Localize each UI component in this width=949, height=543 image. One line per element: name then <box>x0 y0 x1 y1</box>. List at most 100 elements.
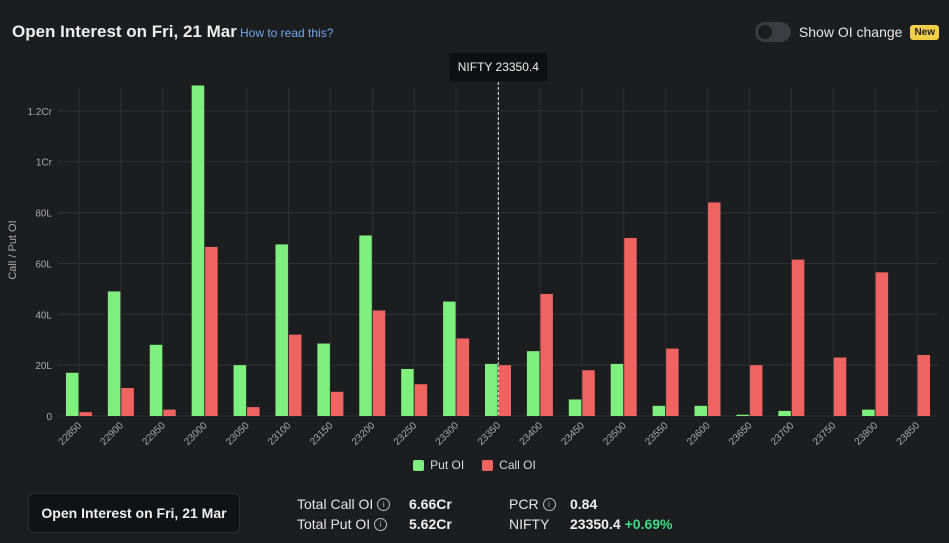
x-tick-label: 23200 <box>350 420 378 448</box>
show-oi-change-toggle[interactable] <box>754 22 791 42</box>
toggle-knob <box>757 25 772 39</box>
put-oi-bar <box>401 368 414 416</box>
show-oi-change-label: Show OI change <box>798 24 903 40</box>
page-title: Open Interest on Fri, 21 Mar <box>12 22 237 41</box>
x-tick-label: 23600 <box>685 420 713 448</box>
pcr-row: PCR i 0.84 <box>509 494 672 514</box>
put-oi-bar <box>862 409 875 416</box>
x-tick-label: 23850 <box>895 420 923 448</box>
nifty-value: 23350.4 <box>570 516 621 532</box>
x-tick-label: 23550 <box>643 420 671 448</box>
x-tick-label: 23000 <box>182 420 210 448</box>
nifty-marker-tooltip <box>449 53 548 81</box>
call-oi-bar <box>330 391 344 416</box>
put-oi-bar <box>191 85 205 416</box>
total-call-row: Total Call OI i 6.66Cr <box>297 494 452 514</box>
call-oi-bar <box>666 348 679 416</box>
call-oi-bar <box>875 272 889 416</box>
put-oi-bar <box>149 344 163 416</box>
oi-bar-chart: 0 20L 40L 60L 80L 1Cr 1.2Cr Call / Put OI 22850 2… <box>7 53 938 448</box>
x-tick-label: 23450 <box>559 420 587 448</box>
oi-totals: Total Call OI i 6.66Cr Total Put OI i 5.… <box>297 494 452 534</box>
y-tick-label: 0 <box>46 412 52 423</box>
pcr-nifty-stats: PCR i 0.84 NIFTY 23350.4 +0.69% <box>509 494 672 534</box>
x-tick-label: 23400 <box>518 420 546 448</box>
call-oi-bar <box>708 202 721 416</box>
put-oi-bar <box>359 235 372 416</box>
expiry-date-button[interactable]: Open Interest on Fri, 21 Mar <box>28 493 240 533</box>
y-tick-label: 80L <box>35 209 52 220</box>
pcr-label: PCR <box>509 496 539 512</box>
call-oi-bar <box>917 354 931 416</box>
x-tick-label: 23350 <box>476 420 504 448</box>
y-axis-label: Call / Put OI <box>7 220 19 279</box>
put-oi-bar <box>107 291 121 416</box>
y-tick-label: 1Cr <box>36 158 53 169</box>
call-oi-bar <box>624 238 637 416</box>
call-oi-bar <box>540 293 553 416</box>
put-oi-bar <box>443 301 456 416</box>
info-icon[interactable]: i <box>374 517 388 531</box>
legend-label-call: Call OI <box>499 458 536 472</box>
put-oi-bar <box>65 372 79 416</box>
call-oi-bar <box>121 388 134 416</box>
total-put-value: 5.62Cr <box>409 516 452 532</box>
put-oi-bar <box>526 351 540 416</box>
call-oi-bar <box>288 334 302 416</box>
put-oi-bar <box>275 244 288 416</box>
x-tick-label: 23300 <box>434 420 462 448</box>
show-oi-change-control: Show OI change New <box>754 22 939 42</box>
call-oi-bar <box>372 310 386 416</box>
put-oi-bar <box>778 410 791 416</box>
call-oi-bar <box>456 338 470 416</box>
call-oi-bar <box>749 365 763 416</box>
put-oi-swatch <box>413 459 425 471</box>
put-oi-bar <box>652 405 666 416</box>
total-call-label: Total Call OI <box>297 496 374 512</box>
nifty-label: NIFTY <box>509 516 550 532</box>
y-tick-label: 1.2Cr <box>28 107 53 118</box>
put-oi-bar <box>736 414 749 416</box>
call-oi-bar <box>498 365 511 416</box>
put-oi-bar <box>317 343 330 416</box>
how-to-read-link[interactable]: How to read this? <box>240 26 334 40</box>
x-tick-label: 23650 <box>727 420 755 448</box>
call-oi-bar <box>833 357 847 416</box>
x-tick-label: 23500 <box>601 420 629 448</box>
y-tick-label: 60L <box>35 259 52 270</box>
call-oi-bar <box>79 412 92 416</box>
call-oi-swatch <box>482 459 494 471</box>
put-oi-bar <box>568 399 582 416</box>
x-tick-label: 23750 <box>811 420 839 448</box>
put-oi-bar <box>485 363 498 416</box>
call-oi-bar <box>582 370 595 416</box>
nifty-change: +0.69% <box>624 516 673 532</box>
legend-label-put: Put OI <box>430 458 465 472</box>
put-oi-bar <box>610 363 624 416</box>
call-oi-bar <box>791 259 805 416</box>
x-tick-label: 23800 <box>853 420 881 448</box>
x-tick-label: 22900 <box>99 420 127 448</box>
new-badge: New <box>910 24 939 40</box>
call-oi-bar <box>414 384 428 416</box>
put-oi-bar <box>233 365 247 416</box>
y-tick-label: 40L <box>35 310 52 321</box>
legend-item-call[interactable]: Call OI <box>482 458 536 472</box>
x-tick-label: 22850 <box>57 420 85 448</box>
call-oi-bar <box>205 246 218 416</box>
x-tick-label: 23700 <box>769 420 797 448</box>
info-icon[interactable]: i <box>542 497 556 511</box>
info-icon[interactable]: i <box>377 497 391 511</box>
total-put-row: Total Put OI i 5.62Cr <box>297 514 452 534</box>
x-tick-label: 23050 <box>224 420 252 448</box>
x-tick-label: 23150 <box>308 420 336 448</box>
y-tick-label: 20L <box>35 361 52 372</box>
total-put-label: Total Put OI <box>297 516 371 532</box>
x-tick-label: 23100 <box>266 420 294 448</box>
chart-legend: Put OI Call OI <box>0 458 949 472</box>
legend-item-put[interactable]: Put OI <box>413 458 464 472</box>
nifty-row: NIFTY 23350.4 +0.69% <box>509 514 672 534</box>
call-oi-bar <box>163 409 176 416</box>
x-tick-label: 23250 <box>392 420 420 448</box>
nifty-marker-label: NIFTY 23350.4 <box>458 60 539 74</box>
